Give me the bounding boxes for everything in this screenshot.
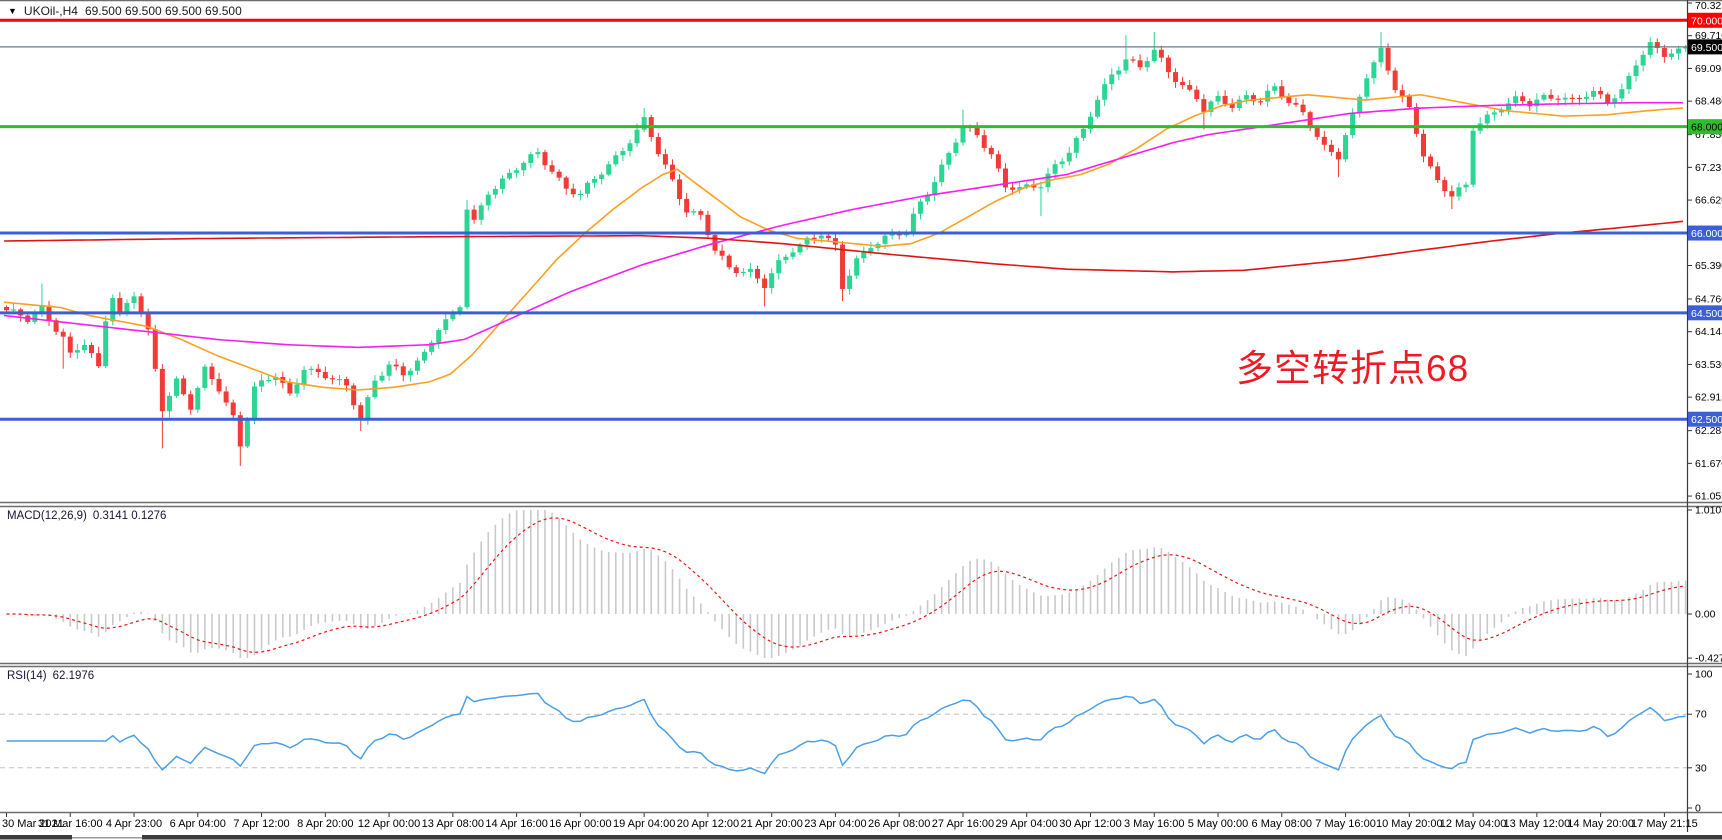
svg-text:31 Mar 16:00: 31 Mar 16:00 bbox=[38, 818, 103, 830]
svg-text:13 Apr 08:00: 13 Apr 08:00 bbox=[422, 818, 484, 830]
price-axis[interactable]: 70.32569.71069.09568.48067.85067.23566.6… bbox=[1687, 0, 1722, 815]
candlesticks bbox=[4, 31, 1689, 467]
symbol-timeframe-label: UKOil-,H4 bbox=[23, 4, 78, 18]
svg-text:70.325: 70.325 bbox=[1695, 0, 1722, 12]
svg-text:100: 100 bbox=[1695, 669, 1713, 681]
ohlc-quotes: 69.500 69.500 69.500 69.500 bbox=[84, 4, 242, 18]
symbol-dropdown-icon: ▼ bbox=[8, 6, 17, 16]
svg-text:68.000: 68.000 bbox=[1691, 122, 1722, 134]
svg-text:62.500: 62.500 bbox=[1691, 414, 1722, 426]
svg-text:7 Apr 12:00: 7 Apr 12:00 bbox=[233, 818, 289, 830]
macd-indicator-label: MACD(12,26,9) 0.3141 0.1276 bbox=[7, 510, 166, 522]
svg-text:61.670: 61.670 bbox=[1695, 458, 1722, 470]
svg-text:13 May 12:00: 13 May 12:00 bbox=[1504, 818, 1571, 830]
svg-text:30 Apr 12:00: 30 Apr 12:00 bbox=[1059, 818, 1121, 830]
annotation-text: 多空转折点68 bbox=[1236, 348, 1470, 389]
svg-text:1.0103: 1.0103 bbox=[1695, 504, 1722, 516]
svg-text:70.000: 70.000 bbox=[1691, 15, 1722, 27]
horizontal-scrollbar[interactable] bbox=[0, 835, 1722, 840]
svg-text:12 May 04:00: 12 May 04:00 bbox=[1440, 818, 1507, 830]
rsi-value: 62.1976 bbox=[52, 670, 95, 682]
svg-text:27 Apr 16:00: 27 Apr 16:00 bbox=[932, 818, 994, 830]
svg-text:12 Apr 00:00: 12 Apr 00:00 bbox=[358, 818, 420, 830]
svg-text:30 Mar 2021: 30 Mar 2021 bbox=[2, 818, 64, 830]
svg-text:20 Apr 12:00: 20 Apr 12:00 bbox=[677, 818, 739, 830]
svg-text:69.710: 69.710 bbox=[1695, 30, 1722, 42]
svg-text:14 Apr 16:00: 14 Apr 16:00 bbox=[485, 818, 547, 830]
svg-text:0.00: 0.00 bbox=[1695, 609, 1716, 621]
svg-text:65.390: 65.390 bbox=[1695, 260, 1722, 272]
macd-name: MACD(12,26,9) bbox=[7, 510, 87, 522]
svg-text:66.620: 66.620 bbox=[1695, 195, 1722, 207]
svg-text:10 May 20:00: 10 May 20:00 bbox=[1376, 818, 1443, 830]
svg-text:67.235: 67.235 bbox=[1695, 162, 1722, 174]
svg-text:68.480: 68.480 bbox=[1695, 96, 1722, 108]
macd-panel bbox=[6, 509, 1687, 659]
svg-text:69.500: 69.500 bbox=[1691, 42, 1722, 54]
svg-text:8 Apr 20:00: 8 Apr 20:00 bbox=[297, 818, 353, 830]
symbol-info: ▼ UKOil-,H4 69.500 69.500 69.500 69.500 bbox=[8, 4, 242, 18]
ma-mid-magenta bbox=[3, 101, 1684, 349]
svg-text:70: 70 bbox=[1695, 709, 1707, 721]
svg-text:17 May 21:15: 17 May 21:15 bbox=[1631, 818, 1698, 830]
svg-text:6 Apr 04:00: 6 Apr 04:00 bbox=[170, 818, 226, 830]
macd-values: 0.3141 0.1276 bbox=[92, 510, 167, 522]
svg-text:3 May 16:00: 3 May 16:00 bbox=[1124, 818, 1185, 830]
rsi-line bbox=[6, 692, 1686, 775]
svg-text:19 Apr 04:00: 19 Apr 04:00 bbox=[613, 818, 675, 830]
svg-text:63.530: 63.530 bbox=[1695, 359, 1722, 371]
svg-text:21 Apr 20:00: 21 Apr 20:00 bbox=[740, 818, 802, 830]
svg-text:7 May 16:00: 7 May 16:00 bbox=[1315, 818, 1376, 830]
svg-text:4 Apr 23:00: 4 Apr 23:00 bbox=[106, 818, 162, 830]
svg-text:69.095: 69.095 bbox=[1695, 63, 1722, 75]
svg-text:66.000: 66.000 bbox=[1691, 228, 1722, 240]
svg-text:62.915: 62.915 bbox=[1695, 392, 1722, 404]
svg-text:64.760: 64.760 bbox=[1695, 294, 1722, 306]
svg-text:29 Apr 04:00: 29 Apr 04:00 bbox=[996, 818, 1058, 830]
svg-text:64.145: 64.145 bbox=[1695, 326, 1722, 338]
svg-text:5 May 00:00: 5 May 00:00 bbox=[1188, 818, 1249, 830]
svg-text:16 Apr 00:00: 16 Apr 00:00 bbox=[549, 818, 611, 830]
svg-text:23 Apr 04:00: 23 Apr 04:00 bbox=[804, 818, 866, 830]
svg-text:30: 30 bbox=[1695, 762, 1707, 774]
ma-slow-red bbox=[3, 220, 1684, 273]
svg-text:64.500: 64.500 bbox=[1691, 308, 1722, 320]
svg-text:6 May 08:00: 6 May 08:00 bbox=[1252, 818, 1313, 830]
svg-text:62.285: 62.285 bbox=[1695, 425, 1722, 437]
svg-text:26 Apr 08:00: 26 Apr 08:00 bbox=[868, 818, 930, 830]
horizontal-level-lines[interactable] bbox=[0, 18, 1687, 421]
svg-text:-0.4277: -0.4277 bbox=[1695, 653, 1722, 665]
svg-text:0: 0 bbox=[1695, 803, 1701, 815]
rsi-indicator-label: RSI(14) 62.1976 bbox=[7, 670, 94, 682]
macd-signal-line bbox=[6, 517, 1686, 654]
rsi-name: RSI(14) bbox=[7, 670, 47, 682]
ma-fast-orange bbox=[3, 93, 1684, 391]
svg-text:61.055: 61.055 bbox=[1695, 491, 1722, 503]
svg-text:14 May 20:00: 14 May 20:00 bbox=[1567, 818, 1634, 830]
rsi-panel bbox=[0, 692, 1687, 775]
